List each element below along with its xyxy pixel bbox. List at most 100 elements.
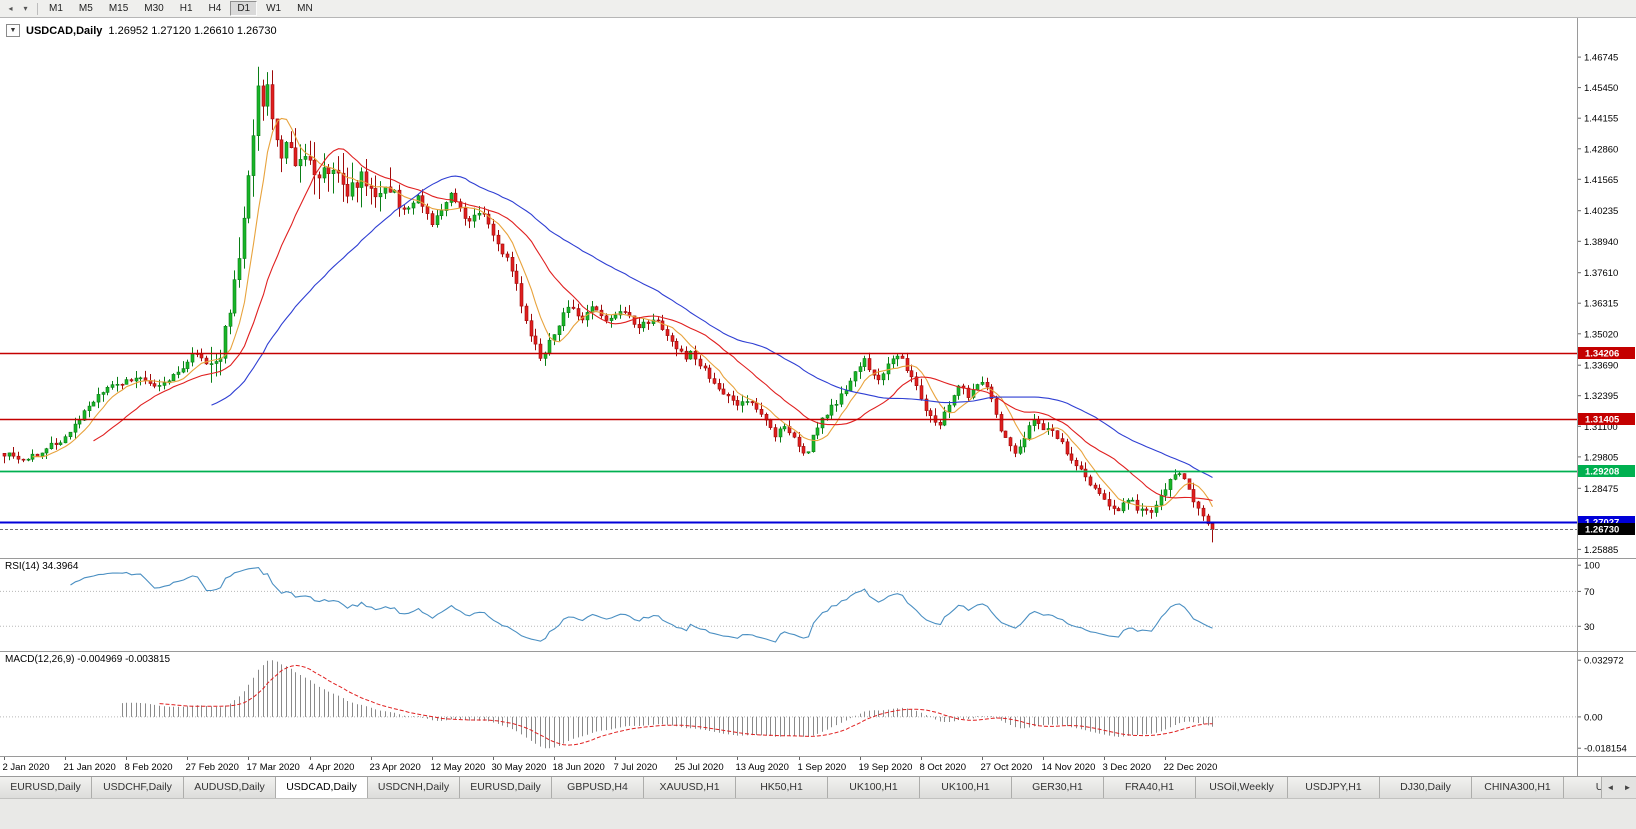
svg-text:3 Dec 2020: 3 Dec 2020 — [1103, 762, 1152, 773]
timeframe-button-mn[interactable]: MN — [297, 3, 313, 14]
axis-price-tag: 1.26730 — [1578, 523, 1635, 536]
svg-text:1.44155: 1.44155 — [1584, 114, 1618, 125]
chart-tab-usdcad-daily[interactable]: USDCAD,Daily — [276, 777, 368, 798]
chart-tab-audusd-daily[interactable]: AUDUSD,Daily — [184, 777, 276, 798]
svg-text:1 Sep 2020: 1 Sep 2020 — [798, 762, 847, 773]
chart-tab-usdjpy-h1[interactable]: USDJPY,H1 — [1288, 777, 1380, 798]
rsi-indicator-label: RSI(14) 34.3964 — [5, 561, 79, 572]
chart-tab-xauusd-h1[interactable]: XAUUSD,H1 — [644, 777, 736, 798]
svg-text:1.40235: 1.40235 — [1584, 206, 1618, 217]
rsi-line — [70, 567, 1213, 643]
chart-tab-ger30-h1[interactable]: GER30,H1 — [1012, 777, 1104, 798]
timeframe-button-w1[interactable]: W1 — [266, 3, 282, 14]
toolbar-dropdown-icon[interactable]: ▾ — [23, 4, 28, 13]
chart-tab-uk100-h1[interactable]: UK100,H1 — [920, 777, 1012, 798]
chart-tab-fra40-h1[interactable]: FRA40,H1 — [1104, 777, 1196, 798]
svg-text:70: 70 — [1584, 587, 1595, 598]
timeframe-button-h4[interactable]: H4 — [208, 3, 222, 14]
toolbar-separator — [37, 2, 38, 15]
svg-text:7 Jul 2020: 7 Jul 2020 — [614, 762, 658, 773]
chart-window: 1.46745 1.45450 1.44155 1.42860 1.41565 1.402… — [0, 18, 1636, 776]
tab-scroll-right-icon[interactable]: ► — [1623, 783, 1632, 792]
tab-scroll-left-icon[interactable]: ◄ — [1606, 783, 1615, 792]
timeframe-button-h1[interactable]: H1 — [179, 3, 193, 14]
tab-scroll-controls: ◄ ► — [1601, 777, 1636, 798]
svg-text:1.25885: 1.25885 — [1584, 545, 1618, 556]
svg-text:14 Nov 2020: 14 Nov 2020 — [1042, 762, 1096, 773]
svg-text:1.46745: 1.46745 — [1584, 53, 1618, 64]
svg-text:21 Jan 2020: 21 Jan 2020 — [64, 762, 116, 773]
chart-tab-eurusd-daily[interactable]: EURUSD,Daily — [0, 777, 92, 798]
chart-tab-usdchf-daily[interactable]: USDCHF,Daily — [92, 777, 184, 798]
svg-text:1.45450: 1.45450 — [1584, 83, 1618, 94]
chart-tab-usoil-weekly[interactable]: USOil,Weekly — [1196, 777, 1288, 798]
svg-text:1.41565: 1.41565 — [1584, 175, 1618, 186]
timeframe-button-m15[interactable]: M15 — [108, 3, 129, 14]
svg-text:1.33690: 1.33690 — [1584, 361, 1618, 372]
svg-text:27 Feb 2020: 27 Feb 2020 — [186, 762, 239, 773]
svg-text:30 May 2020: 30 May 2020 — [492, 762, 547, 773]
ma-line-20 — [93, 148, 1213, 502]
price-axis: 1.46745 1.45450 1.44155 1.42860 1.41565 1.402… — [1577, 53, 1635, 755]
chart-tab-eurusd-daily[interactable]: EURUSD,Daily — [460, 777, 552, 798]
time-axis: 2 Jan 2020 21 Jan 2020 8 Feb 2020 27 Feb 20… — [3, 756, 1218, 773]
svg-text:12 May 2020: 12 May 2020 — [431, 762, 486, 773]
chart-tab-china300-h1[interactable]: CHINA300,H1 — [1472, 777, 1564, 798]
svg-text:1.42860: 1.42860 — [1584, 144, 1618, 155]
svg-text:1.29208: 1.29208 — [1585, 467, 1619, 478]
svg-text:13 Aug 2020: 13 Aug 2020 — [736, 762, 789, 773]
svg-text:1.36315: 1.36315 — [1584, 299, 1618, 310]
svg-text:1.34206: 1.34206 — [1585, 349, 1619, 360]
candlestick-series — [2, 66, 1215, 543]
macd-signal-line — [159, 664, 1213, 746]
chart-ohlc-values: 1.26952 1.27120 1.26610 1.26730 — [108, 24, 277, 37]
timeframe-button-d1[interactable]: D1 — [230, 1, 258, 16]
svg-text:1.26730: 1.26730 — [1585, 525, 1619, 536]
chart-title: ▼ USDCAD,Daily 1.26952 1.27120 1.26610 1… — [6, 24, 277, 37]
svg-text:17 Mar 2020: 17 Mar 2020 — [247, 762, 300, 773]
timeframe-buttons: M1 M5 M15 M30 H1 H4 D1 W1 MN — [42, 1, 320, 16]
chart-tab-bar: EURUSD,Daily USDCHF,Daily AUDUSD,Daily USDC… — [0, 776, 1636, 798]
chart-objects-dropdown-icon[interactable]: ▼ — [6, 24, 20, 37]
svg-text:30: 30 — [1584, 622, 1595, 633]
macd-indicator-label: MACD(12,26,9) -0.004969 -0.003815 — [5, 654, 171, 665]
svg-text:1.37610: 1.37610 — [1584, 268, 1618, 279]
price-chart[interactable]: 1.46745 1.45450 1.44155 1.42860 1.41565 1.402… — [0, 18, 1636, 776]
timeframe-button-m5[interactable]: M5 — [78, 3, 93, 14]
svg-text:22 Dec 2020: 22 Dec 2020 — [1164, 762, 1218, 773]
svg-text:1.31100: 1.31100 — [1584, 422, 1618, 433]
svg-text:1.38940: 1.38940 — [1584, 237, 1618, 248]
chart-tab-dj30-daily[interactable]: DJ30,Daily — [1380, 777, 1472, 798]
svg-text:2 Jan 2020: 2 Jan 2020 — [3, 762, 50, 773]
chart-tab-usdcnh-daily[interactable]: USDCNH,Daily — [368, 777, 460, 798]
svg-text:100: 100 — [1584, 561, 1600, 572]
timeframe-button-m1[interactable]: M1 — [49, 3, 63, 14]
axis-price-tag: 1.34206 — [1578, 347, 1635, 360]
toolbar-collapse-icon[interactable]: ◂ — [8, 4, 13, 13]
axis-price-tag: 1.29208 — [1578, 465, 1635, 478]
chart-tab-uk100-h1[interactable]: UK100,H1 — [828, 777, 920, 798]
svg-text:23 Apr 2020: 23 Apr 2020 — [370, 762, 421, 773]
svg-text:19 Sep 2020: 19 Sep 2020 — [859, 762, 913, 773]
svg-text:0.032972: 0.032972 — [1584, 656, 1624, 667]
svg-text:-0.018154: -0.018154 — [1584, 744, 1627, 755]
status-bar — [0, 798, 1636, 829]
svg-text:1.29805: 1.29805 — [1584, 452, 1618, 463]
chart-tab-gbpusd-h4[interactable]: GBPUSD,H4 — [552, 777, 644, 798]
svg-text:1.35020: 1.35020 — [1584, 329, 1618, 340]
svg-text:1.31405: 1.31405 — [1585, 415, 1620, 426]
timeframe-button-m30[interactable]: M30 — [144, 3, 164, 14]
ma-line-45 — [211, 175, 1213, 478]
svg-text:1.28475: 1.28475 — [1584, 484, 1618, 495]
chart-tab-hk50-h1[interactable]: HK50,H1 — [736, 777, 828, 798]
svg-text:8 Feb 2020: 8 Feb 2020 — [125, 762, 173, 773]
macd-histogram — [122, 660, 1213, 749]
axis-price-tag: 1.31405 — [1578, 413, 1635, 426]
chart-symbol-title: USDCAD,Daily — [26, 24, 103, 37]
top-toolbar: ◂ ▾ M1 M5 M15 M30 H1 H4 D1 W1 MN — [0, 0, 1636, 18]
svg-text:0.00: 0.00 — [1584, 712, 1603, 723]
svg-text:1.32395: 1.32395 — [1584, 391, 1618, 402]
svg-text:18 Jun 2020: 18 Jun 2020 — [553, 762, 605, 773]
svg-text:8 Oct 2020: 8 Oct 2020 — [920, 762, 966, 773]
svg-text:27 Oct 2020: 27 Oct 2020 — [981, 762, 1033, 773]
